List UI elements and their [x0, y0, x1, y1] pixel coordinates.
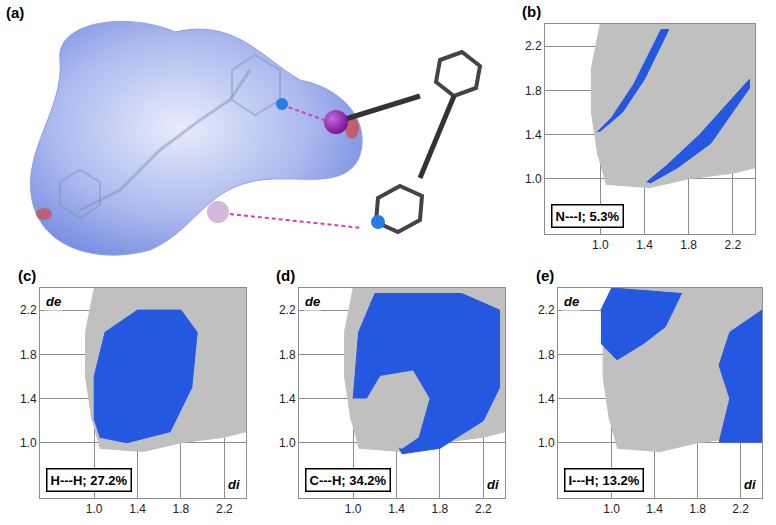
svg-text:di: di: [487, 477, 499, 492]
svg-text:(d): (d): [276, 267, 295, 284]
svg-text:2.2: 2.2: [475, 502, 492, 516]
svg-text:2.2: 2.2: [538, 303, 555, 317]
svg-text:1.0: 1.0: [525, 172, 542, 186]
svg-text:1.8: 1.8: [680, 238, 697, 252]
svg-text:2.2: 2.2: [525, 39, 542, 53]
svg-text:C---H; 34.2%: C---H; 34.2%: [310, 473, 387, 488]
svg-text:1.8: 1.8: [279, 348, 296, 362]
svg-text:2.2: 2.2: [279, 303, 296, 317]
svg-text:1.4: 1.4: [538, 392, 555, 406]
svg-text:1.4: 1.4: [279, 392, 296, 406]
svg-text:de: de: [46, 294, 61, 309]
svg-text:1.4: 1.4: [636, 238, 653, 252]
svg-text:I---H; 13.2%: I---H; 13.2%: [569, 473, 640, 488]
svg-text:1.8: 1.8: [689, 502, 706, 516]
svg-text:de: de: [305, 294, 320, 309]
svg-text:1.4: 1.4: [129, 502, 146, 516]
svg-text:H---H; 27.2%: H---H; 27.2%: [51, 473, 128, 488]
svg-text:(c): (c): [18, 267, 36, 284]
svg-text:2.2: 2.2: [216, 502, 233, 516]
svg-text:di: di: [228, 477, 240, 492]
svg-text:1.0: 1.0: [279, 436, 296, 450]
svg-text:1.8: 1.8: [173, 502, 190, 516]
svg-text:1.0: 1.0: [86, 502, 103, 516]
svg-text:1.4: 1.4: [525, 128, 542, 142]
svg-text:1.8: 1.8: [538, 348, 555, 362]
svg-text:1.8: 1.8: [525, 84, 542, 98]
svg-text:(b): (b): [522, 3, 541, 20]
svg-text:di: di: [744, 477, 756, 492]
svg-text:1.8: 1.8: [432, 502, 449, 516]
svg-text:2.2: 2.2: [20, 303, 37, 317]
svg-text:1.0: 1.0: [538, 436, 555, 450]
svg-text:2.2: 2.2: [725, 238, 742, 252]
svg-text:1.0: 1.0: [592, 238, 609, 252]
svg-text:(e): (e): [536, 267, 554, 284]
svg-text:1.4: 1.4: [646, 502, 663, 516]
svg-text:de: de: [564, 294, 579, 309]
svg-text:1.4: 1.4: [388, 502, 405, 516]
svg-text:2.2: 2.2: [732, 502, 749, 516]
svg-text:1.4: 1.4: [20, 392, 37, 406]
svg-text:N---I; 5.3%: N---I; 5.3%: [556, 209, 620, 224]
svg-text:1.0: 1.0: [345, 502, 362, 516]
svg-text:1.0: 1.0: [603, 502, 620, 516]
svg-text:1.0: 1.0: [20, 436, 37, 450]
svg-text:1.8: 1.8: [20, 348, 37, 362]
svg-text:(a): (a): [6, 4, 24, 21]
